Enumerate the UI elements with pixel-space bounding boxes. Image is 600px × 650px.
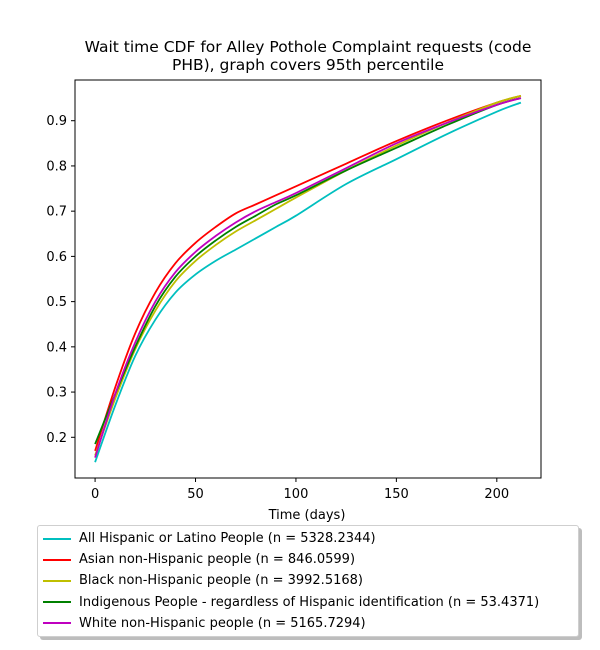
y-tick-label: 0.9	[46, 114, 67, 129]
y-tick-label: 0.8	[46, 159, 67, 174]
x-tick-label: 200	[484, 487, 509, 502]
x-tick-label: 150	[384, 487, 409, 502]
legend-item-3: Black non-Hispanic people (n = 3992.5168…	[38, 570, 578, 591]
legend-item-4: Indigenous People - regardless of Hispan…	[38, 592, 578, 613]
y-tick-label: 0.6	[46, 250, 67, 265]
y-tick-label: 0.2	[46, 431, 67, 446]
series-line-2	[94, 94, 522, 452]
x-tick-label: 100	[284, 487, 309, 502]
legend-label: Asian non-Hispanic people (n = 846.0599)	[79, 552, 356, 568]
x-tick-label: 50	[187, 487, 204, 502]
legend-swatch	[43, 579, 71, 582]
x-tick-label: 0	[91, 487, 99, 502]
legend-swatch	[43, 537, 71, 540]
chart-title-line-1: Wait time CDF for Alley Pothole Complain…	[85, 38, 532, 56]
series-line-5	[94, 97, 522, 458]
legend-label: White non-Hispanic people (n = 5165.7294…	[79, 615, 366, 631]
y-tick-label: 0.3	[46, 386, 67, 401]
legend-item-5: White non-Hispanic people (n = 5165.7294…	[38, 613, 578, 634]
legend-swatch	[43, 558, 71, 561]
legend-label: Black non-Hispanic people (n = 3992.5168…	[79, 573, 363, 589]
plot-area: 0 50 100 150 200 0.2 0.3 0.4 0.5 0.6 0.7 0.8 0.9	[46, 79, 542, 502]
legend-swatch	[43, 622, 71, 625]
y-tick-label: 0.4	[46, 340, 67, 355]
x-axis: 0 50 100 150 200	[91, 478, 509, 502]
legend-label: All Hispanic or Latino People (n = 5328.…	[79, 531, 376, 547]
y-axis: 0.2 0.3 0.4 0.5 0.6 0.7 0.8 0.9	[46, 114, 75, 446]
legend-swatch	[43, 601, 71, 604]
y-tick-label: 0.5	[46, 295, 67, 310]
series-line-4	[94, 97, 522, 445]
y-tick-label: 0.7	[46, 205, 67, 220]
chart-title-line-2: PHB), graph covers 95th percentile	[172, 56, 444, 74]
legend: All Hispanic or Latino People (n = 5328.…	[37, 525, 579, 637]
legend-item-2: Asian non-Hispanic people (n = 846.0599)	[38, 549, 578, 570]
plot-frame	[74, 79, 542, 479]
legend-item-1: All Hispanic or Latino People (n = 5328.…	[38, 528, 578, 549]
series-layer	[94, 94, 522, 463]
legend-label: Indigenous People - regardless of Hispan…	[79, 594, 540, 610]
x-axis-label: Time (days)	[268, 508, 346, 523]
series-line-3	[94, 94, 522, 456]
series-line-1	[94, 101, 522, 463]
